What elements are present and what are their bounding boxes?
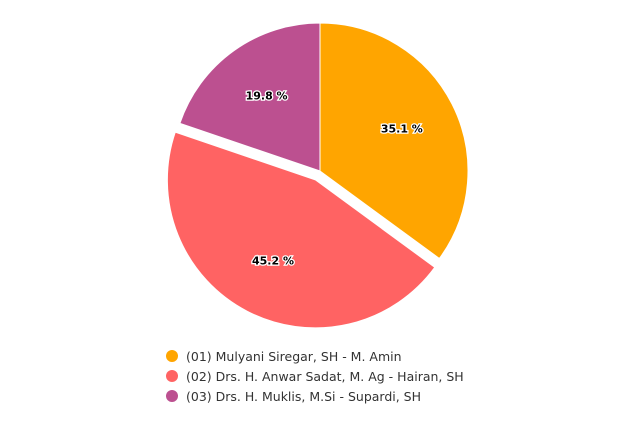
legend-label-01: (01) Mulyani Siregar, SH - M. Amin <box>186 348 402 364</box>
slice-label-02: 45.2 % <box>252 254 294 267</box>
pie-slice-01[interactable] <box>319 22 469 260</box>
legend-label-02: (02) Drs. H. Anwar Sadat, M. Ag - Hairan… <box>186 368 464 384</box>
legend-marker-01 <box>166 350 178 362</box>
pie-slice-02[interactable] <box>166 131 436 329</box>
legend-marker-03 <box>166 390 178 402</box>
legend-item-01[interactable]: (01) Mulyani Siregar, SH - M. Amin <box>166 346 464 366</box>
legend-item-02[interactable]: (02) Drs. H. Anwar Sadat, M. Ag - Hairan… <box>166 366 464 386</box>
slice-label-03: 19.8 % <box>246 89 288 102</box>
pie-slices <box>166 22 469 329</box>
pie-data-labels: 35.1 % 45.2 % 19.8 % <box>244 88 424 268</box>
pie-plot-area: 35.1 % 45.2 % 19.8 % <box>166 22 469 329</box>
legend-marker-02 <box>166 370 178 382</box>
legend-item-03[interactable]: (03) Drs. H. Muklis, M.Si - Supardi, SH <box>166 386 464 406</box>
pie-slice-03[interactable] <box>179 22 321 172</box>
chart-legend: (01) Mulyani Siregar, SH - M. Amin (02) … <box>166 346 464 406</box>
slice-label-01: 35.1 % <box>381 123 423 136</box>
legend-label-03: (03) Drs. H. Muklis, M.Si - Supardi, SH <box>186 388 422 404</box>
